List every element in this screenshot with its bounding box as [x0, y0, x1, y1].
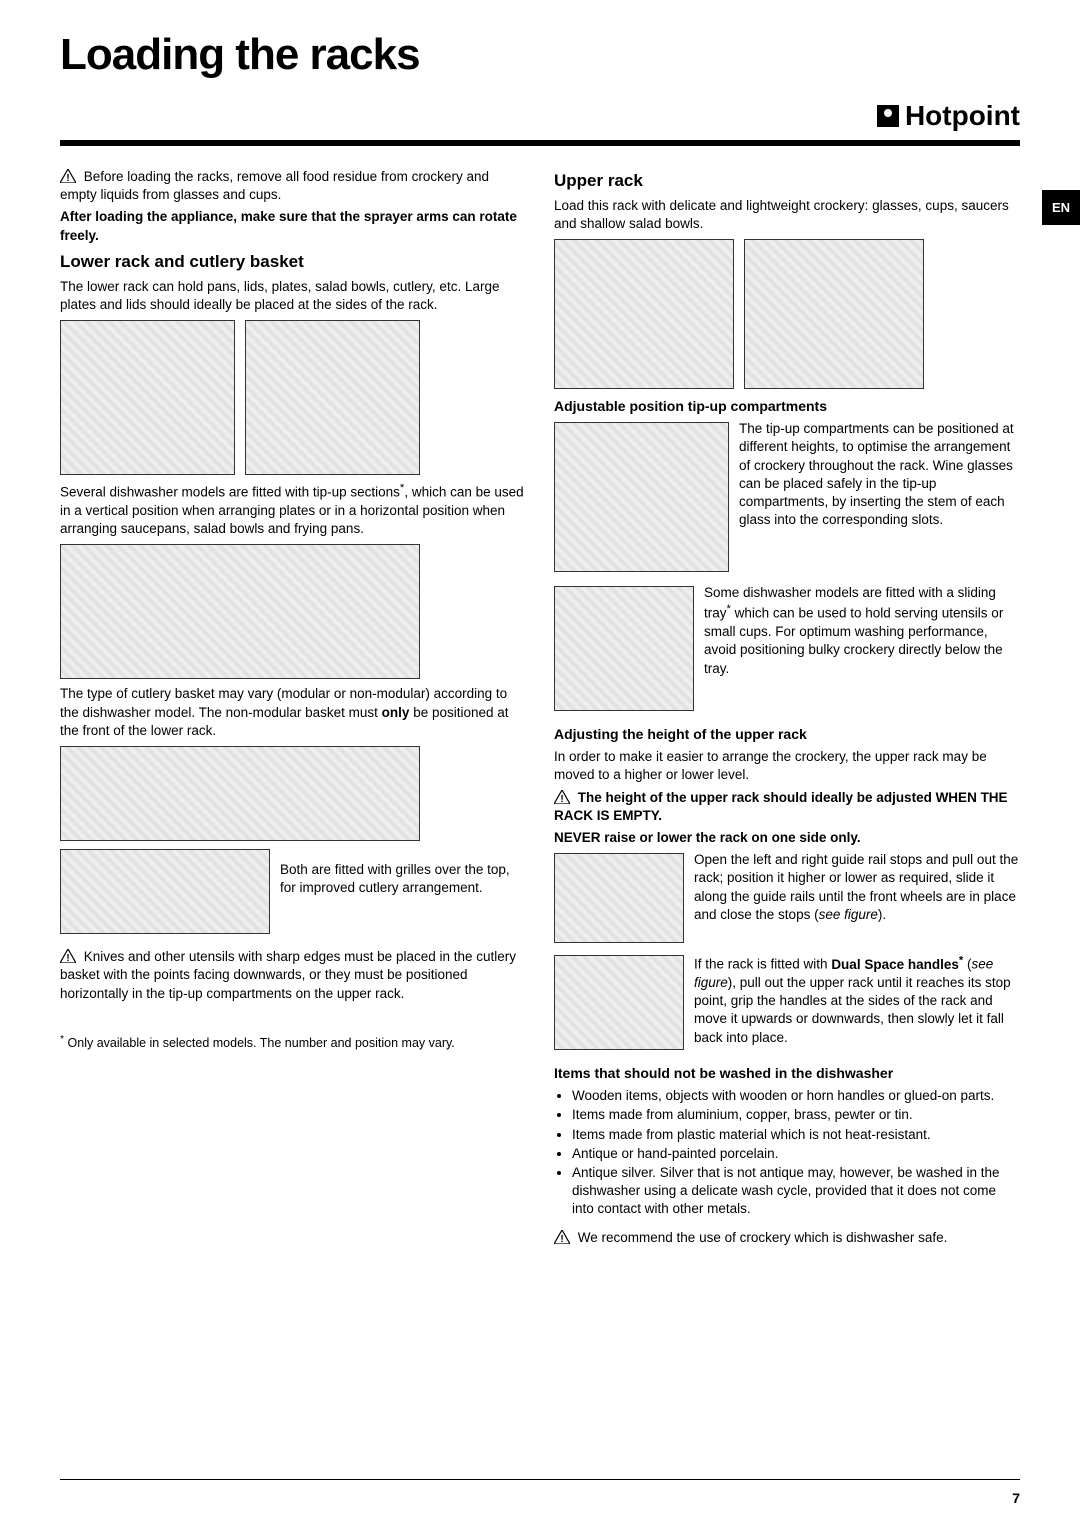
lower-rack-diagram-1: [60, 320, 235, 475]
upper-rack-heading: Upper rack: [554, 170, 1020, 193]
tipup-image-row: [60, 544, 526, 679]
page-number: 7: [1012, 1490, 1020, 1506]
footnote: * Only available in selected models. The…: [60, 1033, 526, 1052]
lower-rack-heading: Lower rack and cutlery basket: [60, 251, 526, 274]
adjpos-block: The tip-up compartments can be positione…: [554, 420, 1020, 576]
adjheight-heading: Adjusting the height of the upper rack: [554, 725, 1020, 744]
upper-rack-diagram-1: [554, 239, 734, 389]
stops-diagram: [554, 853, 684, 943]
list-item: Antique silver. Silver that is not antiq…: [572, 1164, 1020, 1219]
brand-logo: Hotpoint: [60, 100, 1020, 132]
adjheight-p1: In order to make it easier to arrange th…: [554, 748, 1020, 784]
knives-text: Knives and other utensils with sharp edg…: [60, 949, 516, 1000]
intro-text-2: After loading the appliance, make sure t…: [60, 208, 526, 244]
svg-text:!: !: [560, 794, 563, 804]
cutlery-basket-text: The type of cutlery basket may vary (mod…: [60, 685, 526, 740]
cutlery-grilles-block: Both are fitted with grilles over the to…: [60, 847, 526, 938]
dual-diagram: [554, 955, 684, 1050]
upper-rack-images: [554, 239, 1020, 389]
notwash-list: Wooden items, objects with wooden or hor…: [572, 1087, 1020, 1219]
cutlery-only: only: [382, 705, 410, 720]
list-item: Items made from aluminium, copper, brass…: [572, 1106, 1020, 1124]
right-column: Upper rack Load this rack with delicate …: [554, 164, 1020, 1251]
adjheight-warn1: The height of the upper rack should idea…: [554, 790, 1008, 823]
list-item: Items made from plastic material which i…: [572, 1126, 1020, 1144]
warning-icon: !: [60, 169, 76, 183]
header-rule: [60, 140, 1020, 146]
adjheight-warn: ! The height of the upper rack should id…: [554, 789, 1020, 825]
adjpos-heading: Adjustable position tip-up compartments: [554, 397, 1020, 416]
dual-b: (: [963, 957, 971, 972]
tray-diagram: [554, 586, 694, 711]
cutlery-wide-diagram: [60, 746, 420, 841]
stops-b: ).: [878, 907, 886, 922]
upper-rack-diagram-2: [744, 239, 924, 389]
list-item: Antique or hand-painted porcelain.: [572, 1145, 1020, 1163]
tipup-sections-text: Several dishwasher models are fitted wit…: [60, 481, 526, 538]
language-tab: EN: [1042, 190, 1080, 225]
cutlery-wide-row: [60, 746, 526, 841]
adjheight-warn2: NEVER raise or lower the rack on one sid…: [554, 829, 1020, 847]
svg-text:!: !: [560, 1234, 563, 1244]
tipup-text-a: Several dishwasher models are fitted wit…: [60, 485, 400, 500]
see-figure: see figure: [819, 907, 878, 922]
page-title: Loading the racks: [60, 30, 1020, 80]
tray-b: which can be used to hold serving utensi…: [704, 606, 1003, 676]
footer-rule: [60, 1479, 1020, 1480]
footnote-text: Only available in selected models. The n…: [64, 1036, 455, 1050]
tipup-diagram: [60, 544, 420, 679]
dual-bold: Dual Space handles: [831, 957, 959, 972]
adjpos-diagram: [554, 422, 729, 572]
knives-warning: ! Knives and other utensils with sharp e…: [60, 948, 526, 1003]
recommend-warning: ! We recommend the use of crockery which…: [554, 1229, 1020, 1247]
page-container: Loading the racks Hotpoint EN ! Before l…: [0, 0, 1080, 1271]
list-item: Wooden items, objects with wooden or hor…: [572, 1087, 1020, 1105]
dual-c: ), pull out the upper rack until it reac…: [694, 975, 1011, 1045]
intro-warning: ! Before loading the racks, remove all f…: [60, 168, 526, 204]
warning-icon: !: [554, 790, 570, 804]
lower-rack-p1: The lower rack can hold pans, lids, plat…: [60, 278, 526, 314]
content-columns: ! Before loading the racks, remove all f…: [60, 164, 1020, 1251]
warning-icon: !: [554, 1230, 570, 1244]
intro-text-1: Before loading the racks, remove all foo…: [60, 169, 489, 202]
dual-a: If the rack is fitted with: [694, 957, 831, 972]
svg-text:!: !: [66, 953, 69, 963]
warning-icon: !: [60, 949, 76, 963]
brand-icon: [877, 105, 899, 127]
recommend-text: We recommend the use of crockery which i…: [578, 1230, 948, 1245]
lower-rack-images: [60, 320, 526, 475]
stops-block: Open the left and right guide rail stops…: [554, 851, 1020, 947]
upper-rack-p1: Load this rack with delicate and lightwe…: [554, 197, 1020, 233]
cutlery-small-diagram: [60, 849, 270, 934]
left-column: ! Before loading the racks, remove all f…: [60, 164, 526, 1251]
brand-text: Hotpoint: [905, 100, 1020, 131]
svg-text:!: !: [66, 173, 69, 183]
dual-block: If the rack is fitted with Dual Space ha…: [554, 953, 1020, 1054]
tray-block: Some dishwasher models are fitted with a…: [554, 584, 1020, 715]
notwash-heading: Items that should not be washed in the d…: [554, 1064, 1020, 1083]
lower-rack-diagram-2: [245, 320, 420, 475]
